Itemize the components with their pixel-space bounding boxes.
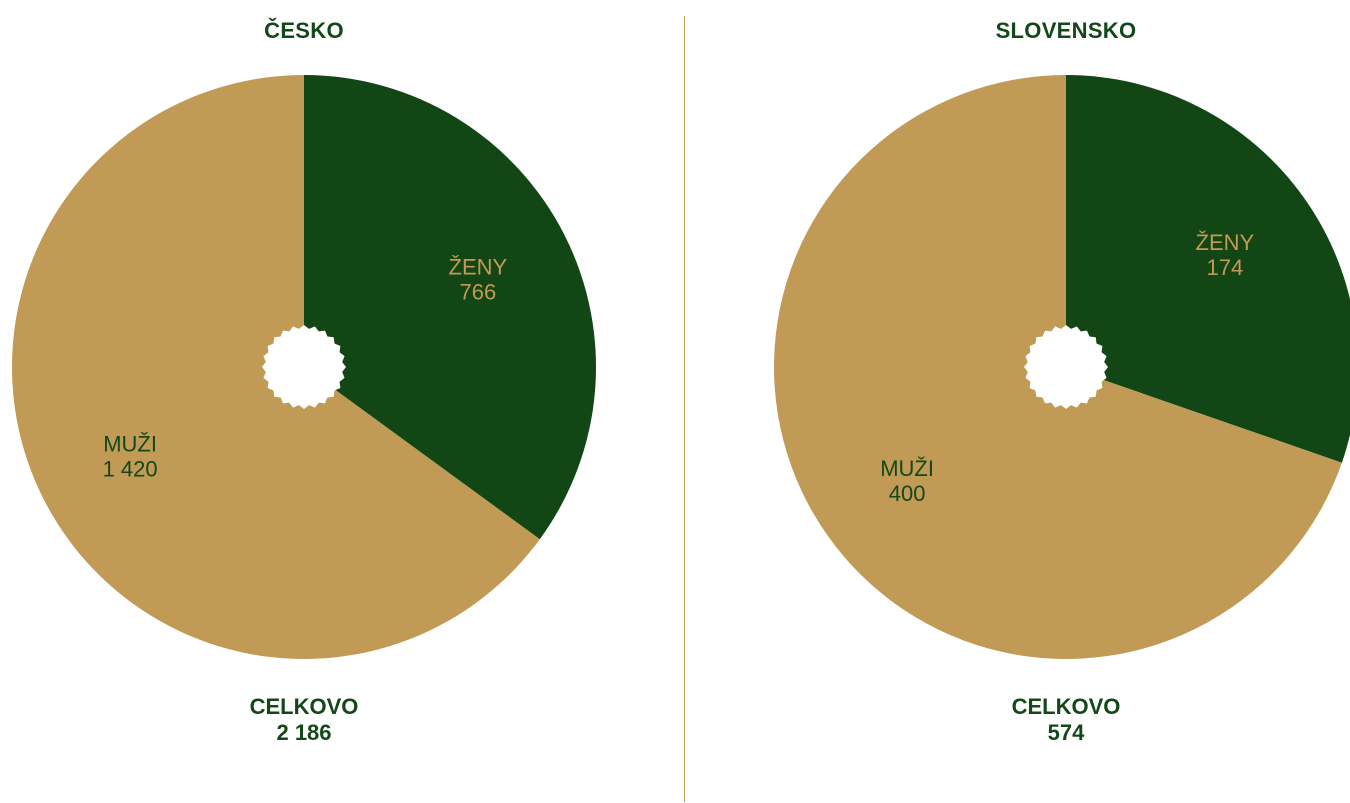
total-value-slovakia: 574 (1047, 720, 1085, 745)
slice-label-mu-i: MUŽI (880, 456, 934, 481)
center-badge (1024, 325, 1108, 409)
total-czech: CELKOVO 2 186 (154, 694, 454, 746)
chart-title-czech: ČESKO (264, 18, 344, 43)
total-slovakia: CELKOVO 574 (916, 694, 1216, 746)
divider-line (684, 16, 685, 802)
total-value-czech: 2 186 (276, 720, 332, 745)
slice-label--eny: ŽENY (1196, 230, 1255, 255)
slice-value-mu-i: 400 (889, 481, 926, 506)
center-badge (262, 325, 346, 409)
pie-slice--eny (1066, 75, 1350, 463)
pie-slice--eny (304, 75, 596, 540)
total-label-czech: CELKOVO (249, 694, 359, 719)
slice-value--eny: 766 (460, 280, 497, 305)
total-label-slovakia: CELKOVO (1011, 694, 1121, 719)
slice-value--eny: 174 (1207, 255, 1244, 280)
slice-value-mu-i: 1 420 (103, 456, 158, 481)
slice-label--eny: ŽENY (449, 255, 508, 280)
chart-title-slovakia: SLOVENSKO (995, 18, 1137, 43)
slice-label-mu-i: MUŽI (103, 431, 157, 456)
